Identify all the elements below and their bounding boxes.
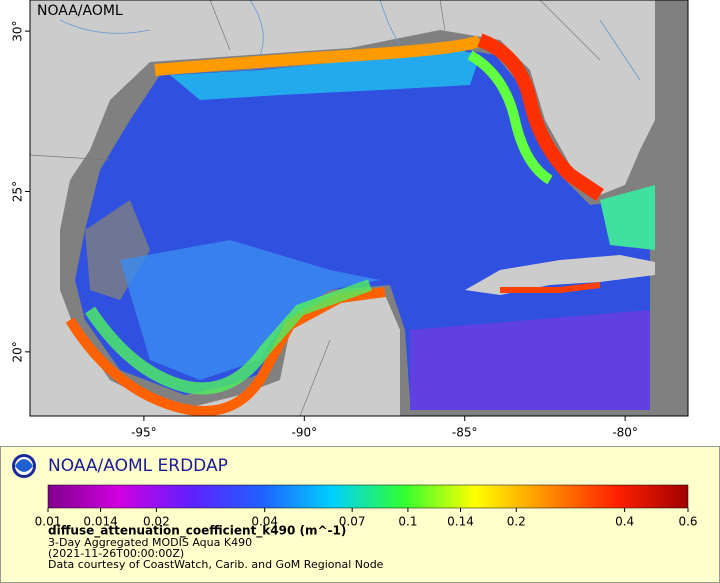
colorbar-tick-label: 0.01 [35,515,62,529]
k490-bahamas [600,185,655,250]
k490-coast-campeche [65,287,386,416]
k490-mid [120,240,380,380]
colorbar-tick-label: 0.04 [251,515,278,529]
k490-coast-north [154,34,484,76]
map-frame [29,0,689,417]
k490-cyan-north [170,45,480,100]
rivers [59,0,641,81]
k490-cuba-coast [500,282,601,293]
x-tick-label: -95° [131,426,157,440]
k490-coast-florida-green [467,50,553,185]
colorbar-tick-label: 0.6 [678,515,697,529]
variable-name: diffuse_attenuation_coefficient_k490 (m^… [48,524,346,539]
legend-line: Data courtesy of CoastWatch, Carib. and … [48,558,384,571]
legend-box [0,446,720,583]
k490-coast-florida [477,33,604,201]
x-tick-label: -85° [452,426,478,440]
map-title: NOAA/AOML [37,3,123,19]
yucatan [290,300,400,416]
k490-yucatan-east [410,310,650,410]
y-tick-label: 30° [11,20,25,41]
logo-bird [15,459,33,472]
colorbar-tick-label: 0.07 [339,515,366,529]
legend-line: (2021-11-26T00:00:00Z) [48,547,184,560]
colorbar [47,484,689,509]
brand: NOAA/AOML ERDDAP [48,456,228,476]
legend-line: 3-Day Aggregated MODIS Aqua K490 [48,536,252,549]
colorbar-tick-label: 0.014 [83,515,117,529]
borders [30,0,601,416]
x-tick-label: -90° [291,426,317,440]
cuba [465,255,655,295]
y-tick-label: 25° [11,181,25,202]
colorbar-tick-label: 0.14 [447,515,474,529]
noaa-logo [12,454,36,478]
k490-coast-campeche-green [85,279,373,395]
colorbar-tick-label: 0.2 [507,515,526,529]
y-tick-label: 20° [11,341,25,362]
colorbar-tick-label: 0.02 [143,515,170,529]
x-tick-label: -80° [612,426,638,440]
map [30,0,688,416]
atlantic-no-data [655,0,688,416]
colorbar-tick-label: 0.4 [615,515,634,529]
colorbar-tick-label: 0.1 [398,515,417,529]
